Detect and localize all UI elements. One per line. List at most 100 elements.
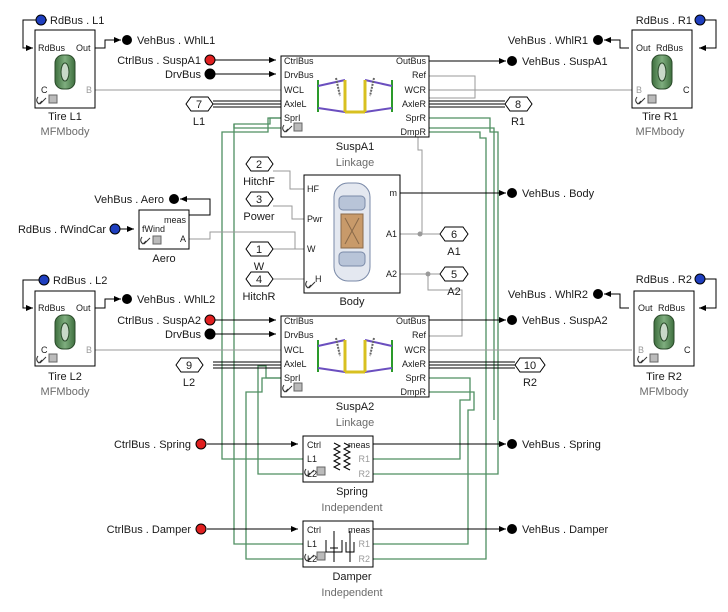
link-icon [305,280,316,289]
bus-out-port-spring[interactable] [507,439,517,449]
conn-port-3[interactable]: 3 Power [243,191,275,223]
tire-r1-block[interactable]: Out RdBus B C Tire R1 MFMbody [631,29,693,138]
drv-label-a2: DrvBus [165,329,202,341]
susp-a2-port-wcr: WCR [405,345,427,355]
ctrl-port-spring[interactable] [195,438,207,450]
tire-l1-sub: MFMbody [41,126,90,138]
conn-port-8-label: R1 [511,116,525,128]
susp-a2-port-ctrlbus: CtrlBus [284,316,314,326]
conn-port-3-label: Power [243,211,275,223]
conn-port-7[interactable]: 7 L1 [185,96,214,128]
conn-port-9-num: 9 [186,360,192,372]
tire-l2-block[interactable]: RdBus Out C B Tire L2 MFMbody [34,290,96,398]
conn-port-7-num: 7 [196,99,202,111]
drv-port-a1[interactable] [204,68,216,80]
bus-out-label-whl-r2: VehBus . WhlR2 [508,289,588,301]
bus-in-port-rd-r2[interactable] [694,273,706,285]
spring-block[interactable]: Ctrl L1 L2 meas R1 R2 Spring Independent [302,435,383,514]
spring-port-r1: R1 [358,454,370,464]
conn-port-10-num: 10 [524,360,536,372]
bus-out-port-susp-a2[interactable] [507,315,517,325]
ctrl-port-susp-a2[interactable] [204,314,216,326]
damper-port-meas: meas [348,525,371,535]
spring-icon [332,442,352,471]
bus-in-port-rd-l2[interactable] [38,274,50,286]
conn-port-2[interactable]: 2 HitchF [243,156,275,188]
tire-r2-name: Tire R2 [646,371,682,383]
link-icon [282,382,303,393]
drv-port-a2[interactable] [204,328,216,340]
bus-in-label-wind: RdBus . fWindCar [18,224,106,236]
bus-in-port-rd-r1[interactable] [694,14,706,26]
susp-a1-block[interactable]: CtrlBus DrvBus WCL AxleL SprI OutBus Ref… [280,55,430,169]
bus-in-port-wind[interactable] [109,223,121,235]
susp-a2-port-wcl: WCL [284,345,304,355]
conn-port-5-label: A2 [447,286,460,298]
bus-out-port-susp-a1[interactable] [507,56,517,66]
tire-l2-port-c: C [41,345,48,355]
tire-r2-block[interactable]: Out RdBus B C Tire R2 MFMbody [633,290,695,398]
susp-a2-port-drvbus: DrvBus [284,330,314,340]
susp-a2-sub: Linkage [336,417,375,429]
bus-out-port-aero[interactable] [169,194,179,204]
car-icon [333,182,371,282]
bus-in-label-rd-r2: RdBus . R2 [636,274,692,286]
ctrl-label-susp-a1: CtrlBus . SuspA1 [117,55,201,67]
bus-out-port-whl-l1[interactable] [122,35,132,45]
ctrl-port-damper[interactable] [195,523,207,535]
conn-port-1[interactable]: 1 W [245,241,274,273]
damper-block[interactable]: Ctrl L1 L2 meas R1 R2 Damper Independent [302,520,383,599]
ctrl-port-susp-a1[interactable] [204,54,216,66]
susp-a1-port-spri: SprI [284,113,301,123]
bus-in-port-rd-l1[interactable] [35,14,47,26]
susp-a1-sub: Linkage [336,157,375,169]
conn-port-5[interactable]: 5 A2 [439,266,469,298]
tire-r1-name: Tire R1 [642,111,678,123]
conn-port-6[interactable]: 6 A1 [439,226,469,258]
conn-port-4[interactable]: 4 HitchR [242,271,276,303]
bus-out-label-susp-a2: VehBus . SuspA2 [522,315,608,327]
conn-port-8[interactable]: 8 R1 [504,96,533,128]
conn-port-9[interactable]: 9 L2 [175,357,204,389]
aero-port-a: A [180,234,186,244]
bus-out-label-susp-a1: VehBus . SuspA1 [522,56,608,68]
tire-l1-port-rdbus: RdBus [38,43,66,53]
tire-r2-port-out: Out [638,303,653,313]
link-icon [635,94,657,105]
damper-icon [325,531,355,562]
linkage-icon [317,77,393,114]
spring-sub: Independent [321,502,382,514]
aero-port-meas: meas [164,215,187,225]
spring-port-meas: meas [348,440,371,450]
link-icon [36,94,58,105]
link-icon [304,466,326,477]
link-icon [637,353,659,364]
damper-port-r2: R2 [358,554,370,564]
bus-out-port-whl-l2[interactable] [122,294,132,304]
spring-port-l2: L2 [307,469,317,479]
aero-block[interactable]: meas fWind A Aero [138,209,190,265]
conn-port-10[interactable]: 10 R2 [514,357,546,389]
conn-port-8-num: 8 [515,99,521,111]
bus-out-port-whl-r2[interactable] [593,289,603,299]
tire-icon [54,314,76,350]
link-icon [140,235,162,245]
spring-name: Spring [336,486,368,498]
bus-out-port-whl-r1[interactable] [593,35,603,45]
susp-a2-port-axler: AxleR [402,359,427,369]
conn-port-2-num: 2 [256,159,262,171]
susp-a2-block[interactable]: CtrlBus DrvBus WCL AxleL SprI OutBus Ref… [280,315,430,429]
tire-l1-block[interactable]: RdBus Out C B Tire L1 MFMbody [34,29,96,138]
body-port-m: m [390,188,398,198]
bus-out-port-body[interactable] [507,188,517,198]
tire-l2-name: Tire L2 [48,371,82,383]
susp-a1-port-outbus: OutBus [396,56,427,66]
susp-a1-port-ref: Ref [412,70,427,80]
tire-r1-port-c: C [683,85,690,95]
body-block[interactable]: HF Pwr W H m A1 A2 Body [303,174,401,308]
bus-out-port-damper[interactable] [507,524,517,534]
ctrl-label-susp-a2: CtrlBus . SuspA2 [117,315,201,327]
tire-l2-sub: MFMbody [41,386,90,398]
bus-out-label-damper: VehBus . Damper [522,524,609,536]
bus-out-label-body: VehBus . Body [522,188,595,200]
